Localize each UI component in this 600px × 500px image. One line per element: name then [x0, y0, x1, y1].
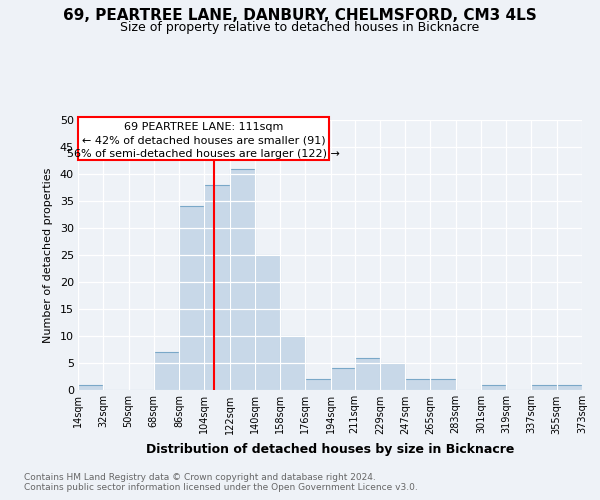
Text: 69 PEARTREE LANE: 111sqm: 69 PEARTREE LANE: 111sqm — [124, 122, 283, 132]
Text: 69, PEARTREE LANE, DANBURY, CHELMSFORD, CM3 4LS: 69, PEARTREE LANE, DANBURY, CHELMSFORD, … — [63, 8, 537, 22]
Text: Distribution of detached houses by size in Bicknacre: Distribution of detached houses by size … — [146, 442, 514, 456]
Bar — [205, 185, 230, 390]
Bar — [305, 379, 331, 390]
Text: Contains public sector information licensed under the Open Government Licence v3: Contains public sector information licen… — [24, 484, 418, 492]
Bar — [255, 255, 280, 390]
Bar — [154, 352, 179, 390]
Bar — [380, 363, 405, 390]
Bar — [355, 358, 380, 390]
Bar — [179, 206, 205, 390]
Bar — [78, 384, 103, 390]
Bar — [557, 384, 582, 390]
Bar — [280, 336, 305, 390]
Bar — [430, 379, 455, 390]
Text: Size of property relative to detached houses in Bicknacre: Size of property relative to detached ho… — [121, 21, 479, 34]
Bar — [532, 384, 557, 390]
Bar — [230, 168, 255, 390]
Bar — [405, 379, 430, 390]
Bar — [331, 368, 355, 390]
Text: ← 42% of detached houses are smaller (91): ← 42% of detached houses are smaller (91… — [82, 136, 325, 146]
Text: 56% of semi-detached houses are larger (122) →: 56% of semi-detached houses are larger (… — [67, 150, 340, 160]
Bar — [481, 384, 506, 390]
Text: Contains HM Land Registry data © Crown copyright and database right 2024.: Contains HM Land Registry data © Crown c… — [24, 472, 376, 482]
Y-axis label: Number of detached properties: Number of detached properties — [43, 168, 53, 342]
FancyBboxPatch shape — [78, 118, 329, 160]
